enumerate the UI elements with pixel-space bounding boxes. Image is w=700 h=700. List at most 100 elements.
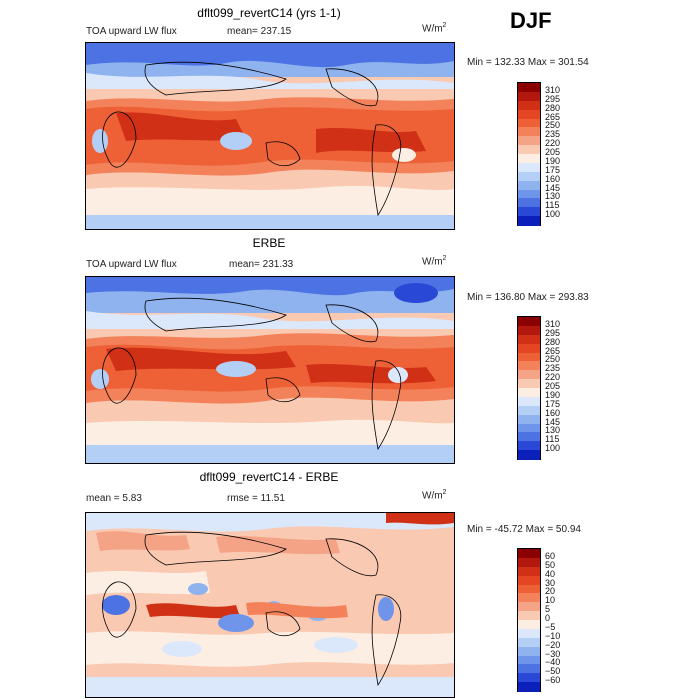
colorbar-tick-label: 190 <box>545 155 561 166</box>
colorbar-tick-label: 160 <box>545 407 561 418</box>
colorbar-tick-label: 295 <box>545 327 561 338</box>
units-obs: W/m2 <box>422 255 447 268</box>
colorbar-tick-label: 115 <box>545 434 560 445</box>
mean-value-diff: mean = 5.83 <box>86 493 142 504</box>
colorbar-swatch <box>518 136 540 146</box>
colorbar-swatch <box>518 646 540 656</box>
map-diff-svg <box>86 513 454 697</box>
mean-value-model: mean= 237.15 <box>227 26 292 37</box>
map-obs <box>85 276 455 464</box>
colorbar-swatch <box>518 664 540 674</box>
colorbar-tick-label: −10 <box>545 630 561 641</box>
colorbar-tick-label: 280 <box>545 336 561 347</box>
colorbar-tick-label: 310 <box>545 318 561 329</box>
colorbar-tick-label: 50 <box>545 559 556 570</box>
colorbar-tick-label: 40 <box>545 568 556 579</box>
colorbar-swatch <box>518 682 540 692</box>
colorbar-swatch <box>518 198 540 208</box>
colorbar-swatch <box>518 575 540 585</box>
colorbar-swatch <box>518 557 540 568</box>
colorbar-swatch <box>518 423 540 433</box>
colorbar-tick-label: 0 <box>545 613 551 623</box>
colorbar-tick-label: 295 <box>545 93 561 104</box>
map-obs-svg <box>86 277 454 463</box>
colorbar-tick-label: 235 <box>545 129 561 140</box>
units-model: W/m2 <box>422 22 447 35</box>
colorbar-tick-label: 205 <box>545 147 561 157</box>
map-model <box>85 42 455 230</box>
season-label: DJF <box>510 8 552 33</box>
colorbar-swatch <box>518 127 540 137</box>
colorbar-swatch <box>518 171 540 182</box>
colorbar-tick-label: 310 <box>545 84 561 95</box>
colorbar-swatch <box>518 145 540 155</box>
colorbar-swatch <box>518 216 540 226</box>
colorbar-tick-label: −30 <box>545 648 561 659</box>
colorbar-diff <box>517 548 541 692</box>
colorbar-tick-label: 175 <box>545 164 561 175</box>
minmax-diff: Min = -45.72 Max = 50.94 <box>467 524 581 535</box>
colorbar-tick-label: 115 <box>545 200 560 211</box>
colorbar-tick-label: 100 <box>545 209 561 220</box>
colorbar-swatch <box>518 549 540 559</box>
colorbar-swatch <box>518 109 540 119</box>
minmax-model: Min = 132.33 Max = 301.54 <box>467 57 589 68</box>
colorbar-swatch <box>518 370 540 380</box>
colorbar-swatch <box>518 396 540 407</box>
colorbar-tick-label: 60 <box>545 550 556 561</box>
colorbar-swatch <box>518 602 540 612</box>
colorbar-swatch <box>518 620 540 630</box>
colorbar-swatch <box>518 180 540 190</box>
colorbar-swatch <box>518 207 540 217</box>
colorbar-swatch <box>518 91 540 102</box>
mean-value-obs: mean= 231.33 <box>229 259 294 270</box>
colorbar-tick-label: 250 <box>545 120 561 131</box>
colorbar-tick-label: 130 <box>545 425 561 436</box>
colorbar-tick-label: 30 <box>545 577 556 588</box>
colorbar-tick-label: 5 <box>545 604 551 615</box>
colorbar-swatch <box>518 154 540 164</box>
colorbar-swatch <box>518 352 540 362</box>
colorbar-tick-label: 280 <box>545 102 561 113</box>
colorbar-tick-label: 250 <box>545 354 561 365</box>
panel-title-obs: ERBE <box>252 236 286 250</box>
colorbar-model <box>517 82 541 226</box>
colorbar-tick-label: 235 <box>545 363 561 374</box>
colorbar-tick-label: 10 <box>545 595 556 606</box>
colorbar-swatch <box>518 432 540 442</box>
minmax-obs: Min = 136.80 Max = 293.83 <box>467 292 589 303</box>
colorbar-tick-label: 205 <box>545 381 561 391</box>
colorbar-tick-label: 20 <box>545 586 556 597</box>
colorbar-swatch <box>518 162 540 173</box>
colorbar-tick-label: −60 <box>545 675 561 686</box>
colorbar-swatch <box>518 334 540 345</box>
colorbar-swatch <box>518 317 540 327</box>
panel-subtitle-model: TOA upward LW flux <box>86 26 177 37</box>
colorbar-swatch <box>518 673 540 683</box>
colorbar-tick-label: −50 <box>545 666 561 677</box>
panel-title-diff: dflt099_revertC14 - ERBE <box>199 470 339 484</box>
colorbar-tick-label: 265 <box>545 345 561 356</box>
colorbar-swatch <box>518 83 540 93</box>
rmse-value-diff: rmse = 11.51 <box>227 493 285 504</box>
colorbar-swatch <box>518 379 540 389</box>
colorbar-swatch <box>518 593 540 603</box>
colorbar-tick-label: 145 <box>545 416 561 427</box>
colorbar-tick-label: 220 <box>545 138 561 149</box>
colorbar-swatch <box>518 343 540 353</box>
units-diff: W/m2 <box>422 489 447 502</box>
colorbar-swatch <box>518 100 540 111</box>
colorbar-swatch <box>518 388 540 398</box>
colorbar-labels-obs: 310 295 280 265 250 235 220 205 190 175 160 145 130 1… <box>545 316 585 458</box>
colorbar-swatch <box>518 628 540 639</box>
colorbar-tick-label: 145 <box>545 182 561 193</box>
map-model-svg <box>86 43 454 229</box>
colorbar-tick-label: 130 <box>545 191 561 202</box>
colorbar-obs <box>517 316 541 460</box>
colorbar-swatch <box>518 405 540 416</box>
panel-title-model: dflt099_revertC14 (yrs 1-1) <box>197 6 341 20</box>
colorbar-swatch <box>518 566 540 577</box>
colorbar-swatch <box>518 361 540 371</box>
colorbar-labels-model: 310 295 280 265 250 235 220 205 190 175 160 145 130 1… <box>545 82 585 224</box>
colorbar-swatch <box>518 611 540 621</box>
